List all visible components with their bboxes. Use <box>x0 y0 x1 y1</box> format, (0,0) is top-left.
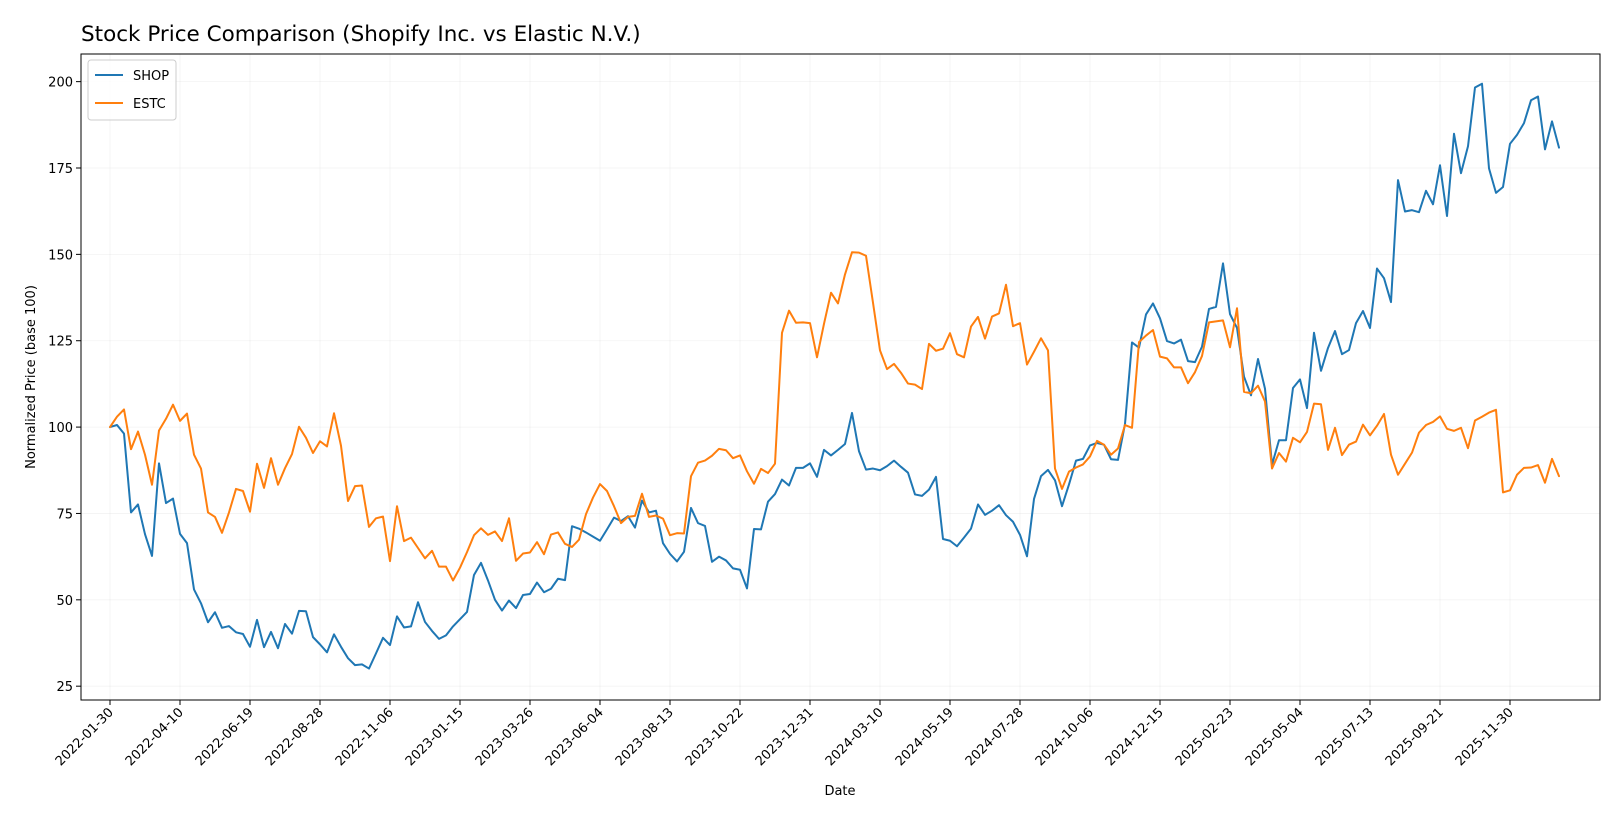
y-tick-label: 175 <box>48 162 73 177</box>
legend-label-shop: SHOP <box>133 69 169 84</box>
y-tick-label: 125 <box>48 335 73 350</box>
y-tick-label: 150 <box>48 248 73 263</box>
x-axis-label: Date <box>824 784 855 799</box>
series-line-shop <box>109 82 1560 670</box>
chart-title: Stock Price Comparison (Shopify Inc. vs … <box>81 22 641 47</box>
y-tick-label: 75 <box>56 507 73 522</box>
y-axis-label: Normalized Price (base 100) <box>24 285 39 469</box>
y-axis: 25 50 75 100 125 150 175 200 <box>48 76 81 695</box>
y-tick-label: 25 <box>56 680 73 695</box>
series-lines <box>109 82 1560 670</box>
y-tick-label: 100 <box>48 421 73 436</box>
y-tick-label: 50 <box>56 594 73 609</box>
plot-area-frame <box>80 53 1601 701</box>
series-line-estc <box>109 251 1560 582</box>
y-tick-label: 200 <box>48 76 73 91</box>
legend-label-estc: ESTC <box>133 97 166 112</box>
legend: SHOP ESTC <box>87 59 177 121</box>
grid-lines <box>81 54 1600 700</box>
